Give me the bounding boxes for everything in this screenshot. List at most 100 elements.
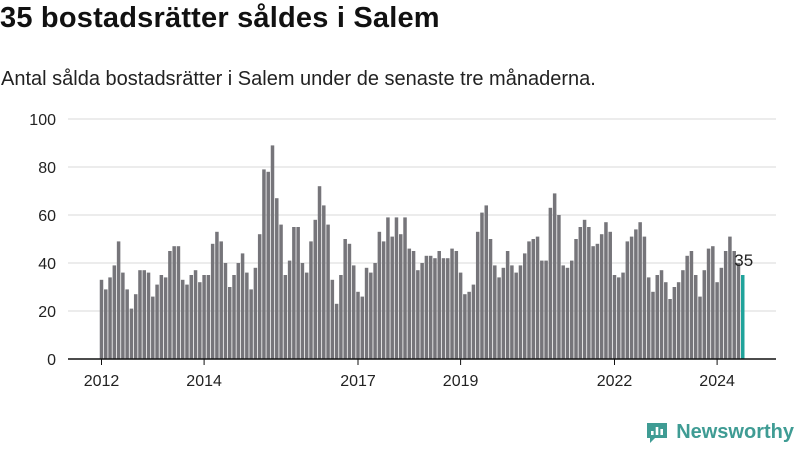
bar <box>617 277 621 359</box>
bar-chart: 0 20 40 60 80 100 35 2012 2014 2017 2019 2022 2024 <box>29 112 776 390</box>
bar <box>210 243 215 359</box>
bar <box>702 270 707 359</box>
bar <box>381 241 386 359</box>
bar <box>202 275 206 359</box>
bar <box>531 239 536 359</box>
bar <box>497 277 501 359</box>
bar <box>108 277 112 359</box>
bar <box>732 251 736 359</box>
bar <box>540 260 544 359</box>
bar <box>146 272 151 359</box>
newsworthy-logo-icon <box>647 423 668 443</box>
bar <box>672 287 677 359</box>
bar <box>723 251 728 359</box>
bar <box>480 212 484 359</box>
bar <box>163 277 168 359</box>
bar <box>736 263 741 359</box>
bar <box>595 243 600 359</box>
bar <box>578 227 583 359</box>
bar <box>296 227 300 359</box>
bar <box>651 291 655 359</box>
axis-layer: 0 20 40 60 80 100 35 2012 2014 2017 2019 2022 2024 <box>29 112 776 390</box>
brand-logo: Newsworthy <box>645 420 794 444</box>
bar <box>561 265 565 359</box>
bar <box>505 251 510 359</box>
bar <box>638 222 642 359</box>
bar <box>279 224 283 359</box>
bar <box>176 246 181 359</box>
bar <box>185 284 189 359</box>
bar <box>236 263 241 359</box>
bar-highlight <box>741 275 745 359</box>
bar <box>283 275 288 359</box>
bar <box>304 272 309 359</box>
bar <box>394 217 399 359</box>
bar <box>300 263 305 359</box>
bar <box>257 234 262 359</box>
bar <box>330 279 335 359</box>
bar <box>138 270 142 359</box>
bar <box>245 272 249 359</box>
page-title: 35 bostadsrätter såldes i Salem <box>0 2 440 34</box>
bar <box>266 171 270 359</box>
bar <box>625 241 630 359</box>
bar <box>424 255 429 359</box>
bar <box>522 253 527 359</box>
bar <box>433 258 437 359</box>
bar <box>501 267 506 359</box>
bar <box>219 241 223 359</box>
bar <box>681 270 685 359</box>
bar <box>334 303 339 359</box>
y-tick-label: 100 <box>29 112 56 129</box>
bar <box>646 277 651 359</box>
bar <box>390 236 394 359</box>
bar <box>608 231 612 359</box>
bar <box>116 241 121 359</box>
bar <box>249 289 253 359</box>
bar <box>437 251 441 359</box>
bar <box>364 267 369 359</box>
bar <box>240 253 245 359</box>
bar <box>198 282 202 359</box>
bar <box>664 282 668 359</box>
bar <box>232 275 236 359</box>
bar <box>377 231 382 359</box>
bar <box>206 275 211 359</box>
bar <box>142 270 146 359</box>
bar <box>322 205 326 359</box>
bar <box>215 231 219 359</box>
bar <box>129 308 134 359</box>
bar <box>493 265 497 359</box>
bar <box>488 239 493 359</box>
bar <box>159 275 164 359</box>
bar <box>356 291 360 359</box>
bar <box>450 248 454 359</box>
bar <box>275 198 279 359</box>
bar <box>351 265 356 359</box>
bar <box>629 236 634 359</box>
bar <box>693 275 698 359</box>
page-subtitle: Antal sålda bostadsrätter i Salem under … <box>1 68 596 90</box>
bar <box>151 296 155 359</box>
bar <box>565 267 570 359</box>
bar <box>399 234 403 359</box>
bar <box>121 272 125 359</box>
bar <box>728 236 732 359</box>
bar <box>223 263 228 359</box>
bar <box>104 289 108 359</box>
bar <box>467 291 471 359</box>
y-tick-label: 80 <box>38 160 56 177</box>
bar <box>172 246 176 359</box>
bar <box>416 270 420 359</box>
bar <box>706 248 711 359</box>
bar <box>360 296 365 359</box>
bar <box>454 251 459 359</box>
bar <box>621 272 625 359</box>
bar <box>719 267 724 359</box>
x-tick-label: 2014 <box>186 373 222 390</box>
bar <box>527 241 531 359</box>
bar <box>262 169 266 359</box>
bar <box>711 246 715 359</box>
x-tick-label: 2019 <box>443 373 479 390</box>
bar <box>155 284 159 359</box>
